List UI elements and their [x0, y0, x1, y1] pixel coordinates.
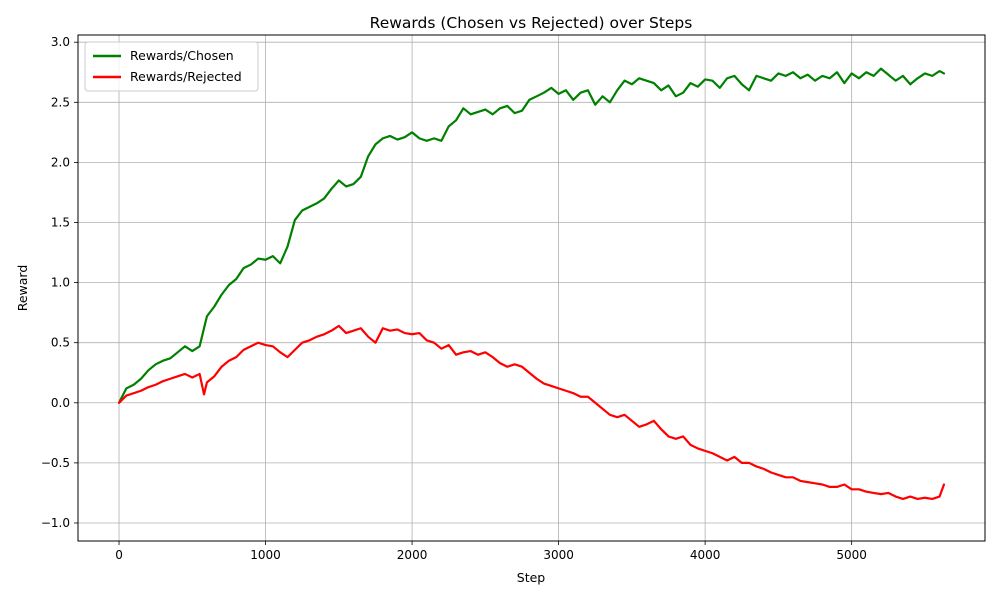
x-tick-label: 3000: [543, 548, 574, 562]
y-tick-label: −0.5: [41, 456, 70, 470]
chart-title: Rewards (Chosen vs Rejected) over Steps: [370, 14, 693, 32]
plot-area-frame: [77, 34, 986, 542]
y-tick-label: 0.0: [51, 396, 70, 410]
series-line-chosen: [117, 67, 946, 404]
y-axis-title: Reward: [15, 265, 30, 312]
y-tick-label: −1.0: [41, 516, 70, 530]
y-tick-label: 1.5: [51, 215, 70, 229]
y-tick-label: 3.0: [51, 35, 70, 49]
y-tick-label: 2.5: [51, 95, 70, 109]
legend-frame: [84, 41, 259, 92]
legend-label-chosen: Rewards/Chosen: [130, 48, 234, 63]
x-tick-label: 2000: [397, 548, 428, 562]
series-lines: [117, 67, 946, 501]
x-axis-title: Step: [517, 570, 546, 585]
y-tick-label: 0.5: [51, 336, 70, 350]
x-tick-label: 5000: [836, 548, 867, 562]
grid-lines: [78, 35, 985, 541]
x-tick-label: 4000: [690, 548, 721, 562]
series-line-rejected: [117, 324, 946, 501]
x-tick-label: 0: [115, 548, 123, 562]
legend: Rewards/Chosen Rewards/Rejected: [84, 41, 259, 92]
x-tick-label: 1000: [250, 548, 281, 562]
legend-label-rejected: Rewards/Rejected: [130, 69, 242, 84]
y-tick-label: 2.0: [51, 155, 70, 169]
axis-ticks: 0 1000 2000 3000 4000 5000 −1.0 −0.5 0.0 0.5 1.0 1.…: [41, 35, 867, 562]
y-tick-label: 1.0: [51, 276, 70, 290]
